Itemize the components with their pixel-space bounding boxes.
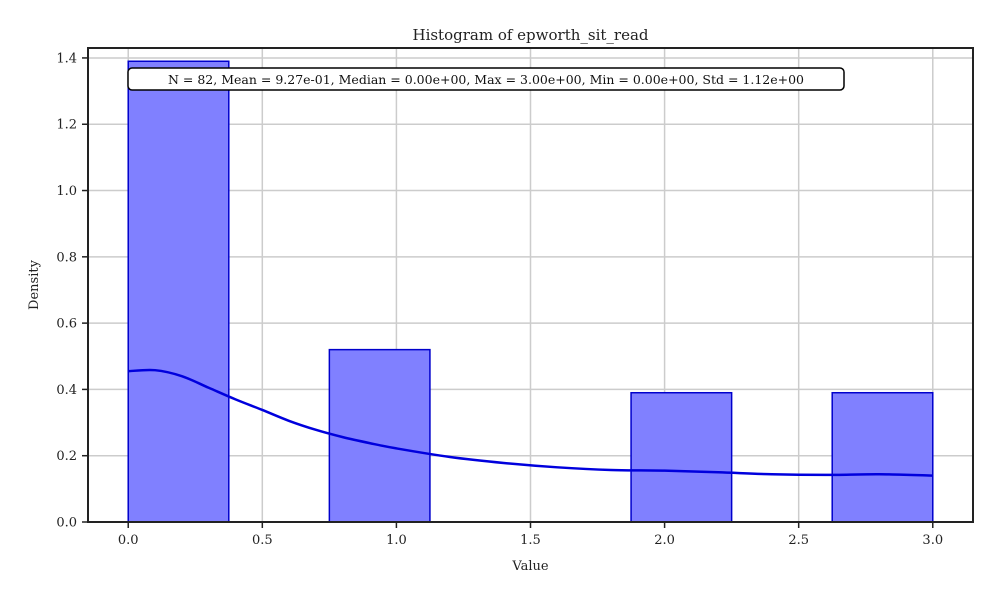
- y-axis-ticks: 0.0 0.2 0.4 0.6 0.8 1.0 1.2 1.4: [56, 51, 88, 531]
- y-tick-label-0: 0.0: [56, 516, 77, 531]
- y-tick-label-2: 0.4: [56, 383, 77, 398]
- x-axis-ticks: 0.0 0.5 1.0 1.5 2.0 2.5 3.0: [118, 522, 943, 548]
- x-axis-label: Value: [511, 559, 548, 574]
- stats-annotation-box: [127, 67, 845, 91]
- stats-annotation: N = 82, Mean = 9.27e-01, Median = 0.00e+…: [127, 67, 845, 91]
- y-axis-label: Density: [27, 259, 42, 310]
- x-tick-label-3: 1.5: [520, 533, 541, 548]
- x-tick-label-5: 2.5: [788, 533, 809, 548]
- y-tick-label-4: 0.8: [56, 250, 77, 265]
- y-tick-label-7: 1.4: [56, 51, 77, 66]
- histogram-bar-0: [127, 60, 230, 523]
- grid-layer: [88, 48, 973, 523]
- x-tick-label-2: 1.0: [386, 533, 407, 548]
- histogram-bar-3: [831, 391, 934, 523]
- y-tick-label-3: 0.6: [56, 317, 77, 332]
- bars-layer: [127, 60, 934, 523]
- x-tick-label-6: 3.0: [922, 533, 943, 548]
- y-tick-label-5: 1.0: [56, 184, 77, 199]
- kde-layer: [128, 368, 933, 477]
- histogram-bar-2: [630, 391, 733, 523]
- x-tick-label-1: 0.5: [252, 533, 273, 548]
- y-tick-label-6: 1.2: [56, 118, 77, 133]
- histogram-bar-1: [328, 348, 431, 523]
- kde-curve: [128, 368, 933, 477]
- x-tick-label-0: 0.0: [118, 533, 139, 548]
- stats-annotation-text: N = 82, Mean = 9.27e-01, Median = 0.00e+…: [168, 72, 804, 87]
- x-tick-label-4: 2.0: [654, 533, 675, 548]
- chart-title: Histogram of epworth_sit_read: [412, 26, 648, 44]
- y-tick-label-1: 0.2: [56, 449, 77, 464]
